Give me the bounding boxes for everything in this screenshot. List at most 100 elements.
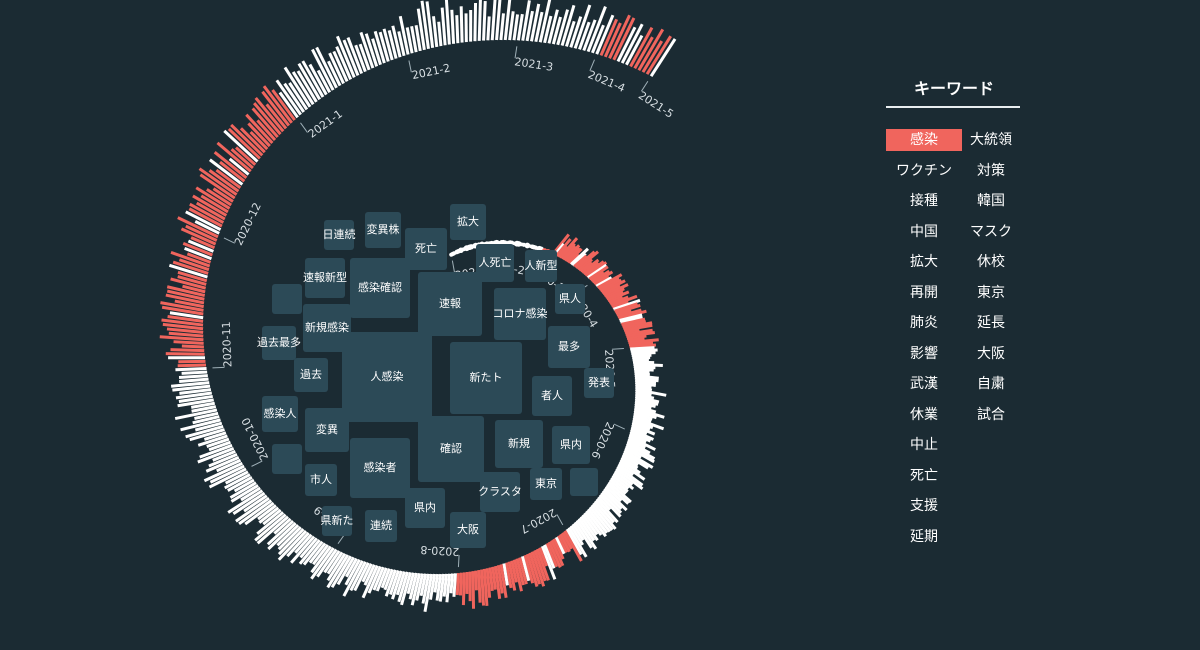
day-bar xyxy=(599,18,619,57)
word-tile-box xyxy=(480,472,520,512)
month-label-2021-1: 2021-1 xyxy=(300,107,345,141)
day-bar xyxy=(291,71,315,106)
keyword-item[interactable]: 試合 xyxy=(977,406,1005,423)
day-bar xyxy=(387,30,398,59)
keyword-item[interactable]: 中止 xyxy=(910,437,938,453)
word-tile[interactable]: 発表 xyxy=(584,368,614,398)
word-tile[interactable]: 新たト xyxy=(450,342,522,414)
word-tile[interactable]: 速報新型 xyxy=(303,258,347,298)
keyword-item[interactable]: 拡大 xyxy=(910,254,938,270)
day-bar xyxy=(383,568,394,591)
word-tile-box xyxy=(555,284,585,314)
keyword-item[interactable]: 延期 xyxy=(910,528,938,545)
day-bar xyxy=(175,391,213,400)
word-tile[interactable]: 速報 xyxy=(418,272,482,336)
day-bar xyxy=(296,70,318,103)
day-bar xyxy=(243,494,268,513)
word-tile[interactable]: 新規 xyxy=(495,420,543,468)
keyword-item[interactable]: 東京 xyxy=(977,284,1005,301)
keyword-item[interactable]: 死亡 xyxy=(910,467,938,484)
day-bar xyxy=(206,188,233,207)
word-tile[interactable] xyxy=(272,444,302,474)
day-bar xyxy=(632,360,655,365)
day-bar xyxy=(384,569,397,597)
day-bar xyxy=(571,523,585,541)
word-tile[interactable]: 市人 xyxy=(305,464,337,496)
day-bar xyxy=(458,572,463,596)
day-bar xyxy=(391,570,403,600)
word-tile[interactable] xyxy=(272,284,302,314)
keyword-item[interactable]: 大阪 xyxy=(977,345,1005,362)
word-tile[interactable]: 連続 xyxy=(365,510,397,542)
keyword-item[interactable]: 大統領 xyxy=(970,132,1012,148)
word-tile[interactable]: 日連続 xyxy=(323,220,356,250)
day-bar xyxy=(615,303,641,315)
keyword-item[interactable]: ワクチン xyxy=(896,162,952,179)
keyword-item[interactable]: 接種 xyxy=(910,193,938,209)
day-bar xyxy=(630,425,648,436)
keyword-item[interactable]: 肺炎 xyxy=(910,315,938,331)
keyword-item[interactable]: 支援 xyxy=(910,498,938,514)
word-tile[interactable]: 新規感染 xyxy=(303,304,351,352)
day-bar xyxy=(172,384,211,392)
day-bar xyxy=(505,562,513,589)
day-bar xyxy=(577,517,596,542)
word-tile[interactable]: 人新型 xyxy=(525,250,558,282)
word-tile[interactable]: コロナ感染 xyxy=(493,288,548,340)
day-bar xyxy=(616,26,637,63)
keyword-item[interactable]: 影響 xyxy=(910,345,938,362)
word-tile-label: 死亡 xyxy=(415,241,437,255)
word-tile[interactable]: 確認 xyxy=(418,416,484,482)
keyword-item[interactable]: 韓国 xyxy=(977,193,1005,209)
day-bar xyxy=(637,28,665,71)
keyword-item[interactable]: 再開 xyxy=(910,284,938,301)
word-tile[interactable]: 感染確認 xyxy=(350,258,410,318)
day-bar xyxy=(629,26,654,68)
keyword-item[interactable]: 休校 xyxy=(977,254,1005,270)
word-tile[interactable]: 県人 xyxy=(555,284,585,314)
word-tile[interactable]: 最多 xyxy=(548,326,590,368)
keyword-item[interactable]: 休業 xyxy=(910,406,938,423)
day-bar xyxy=(581,258,600,274)
day-bar xyxy=(577,258,593,272)
word-tile[interactable]: 過去最多 xyxy=(257,326,301,360)
word-tile[interactable]: 県内 xyxy=(552,426,590,464)
keyword-item[interactable]: 中国 xyxy=(910,223,938,240)
word-tile[interactable]: 過去 xyxy=(294,358,328,392)
word-tile[interactable]: 者人 xyxy=(532,376,572,416)
day-bar xyxy=(608,295,623,304)
word-tile[interactable]: 人感染 xyxy=(342,332,432,422)
word-tile[interactable]: 大阪 xyxy=(450,512,486,548)
keyword-item[interactable]: 対策 xyxy=(977,162,1005,179)
word-tile[interactable]: 感染者 xyxy=(350,438,410,498)
day-bar xyxy=(240,486,262,502)
keyword-item[interactable]: 武漢 xyxy=(910,376,938,392)
word-tile[interactable]: 拡大 xyxy=(450,204,486,240)
day-bar xyxy=(641,40,664,73)
word-tile[interactable]: クラスタ xyxy=(478,472,522,512)
word-tile[interactable]: 県内 xyxy=(405,488,445,528)
day-bar xyxy=(535,548,550,581)
word-tile[interactable]: 変異株 xyxy=(365,212,401,248)
keyword-item[interactable]: 感染 xyxy=(886,129,962,151)
word-tile[interactable]: 東京 xyxy=(530,468,562,500)
day-bar xyxy=(423,573,434,612)
keyword-item[interactable]: マスク xyxy=(970,223,1012,240)
word-tile[interactable]: 人死亡 xyxy=(476,244,514,282)
day-bar xyxy=(192,194,228,217)
word-tile[interactable]: 県新た xyxy=(321,506,354,536)
word-tile[interactable] xyxy=(570,468,598,496)
day-bar xyxy=(627,337,645,343)
keyword-item[interactable]: 延長 xyxy=(977,315,1005,331)
keyword-item[interactable]: 自粛 xyxy=(977,376,1005,392)
word-tile[interactable]: 感染人 xyxy=(262,396,298,432)
word-tile[interactable]: 死亡 xyxy=(405,228,447,270)
word-tile[interactable]: 変異 xyxy=(305,408,349,452)
day-bar xyxy=(189,428,225,442)
day-bar xyxy=(555,238,572,257)
word-tile-box xyxy=(322,506,352,536)
day-bar xyxy=(358,43,371,71)
word-tile-label: 県内 xyxy=(560,437,582,451)
day-bar xyxy=(177,275,207,286)
day-bar xyxy=(405,27,414,54)
